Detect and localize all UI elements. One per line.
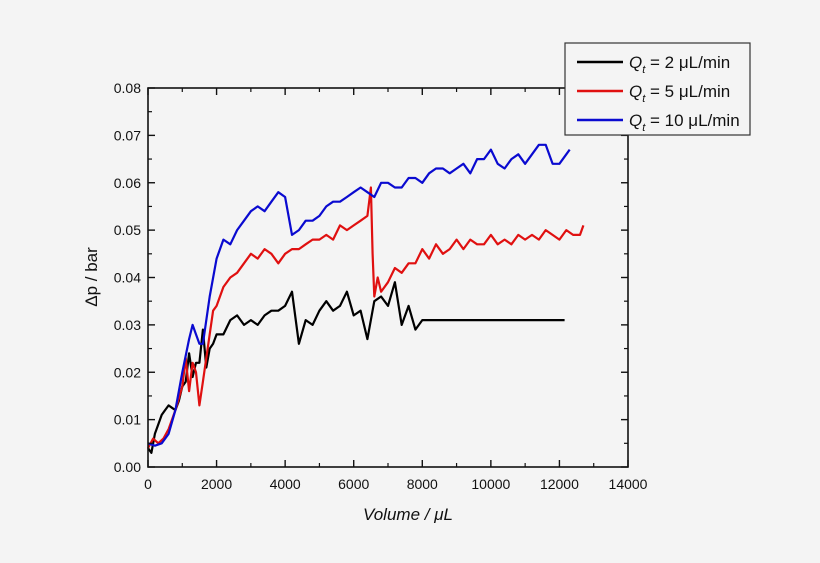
y-tick-label: 0.07: [114, 127, 141, 143]
y-tick-label: 0.05: [114, 222, 141, 238]
x-tick-label: 4000: [270, 476, 301, 492]
y-tick-label: 0.01: [114, 412, 141, 428]
y-tick-label: 0.06: [114, 175, 141, 191]
x-tick-label: 10000: [471, 476, 510, 492]
x-tick-label: 8000: [407, 476, 438, 492]
plot-area: [147, 143, 585, 454]
y-axis-title: Δp / bar: [82, 247, 101, 307]
x-tick-label: 2000: [201, 476, 232, 492]
series-line-1: [147, 281, 565, 454]
plot-frame: [147, 87, 629, 468]
y-tick-label: 0.08: [114, 80, 141, 96]
series-line-3: [147, 143, 571, 447]
y-tick-label: 0.03: [114, 317, 141, 333]
y-tick-label: 0.00: [114, 459, 141, 475]
y-tick-label: 0.04: [114, 270, 141, 286]
y-tick-label: 0.02: [114, 364, 141, 380]
x-tick-label: 0: [144, 476, 152, 492]
x-axis-title: Volume / μL: [363, 505, 453, 524]
legend: Qt = 2 μL/min Qt = 5 μL/min Qt = 10 μL/min: [564, 42, 751, 136]
x-tick-label: 14000: [609, 476, 648, 492]
series-line-2: [147, 186, 585, 449]
x-tick-label: 6000: [338, 476, 369, 492]
legend-entry-label: Qt = 10 μL/min: [629, 111, 740, 134]
legend-entry-label: Qt = 2 μL/min: [629, 53, 730, 76]
legend-entry-label: Qt = 5 μL/min: [629, 82, 730, 105]
axes: 0 2000 4000 6000 8000 10000 12000 14000 0.00 0.01…: [114, 80, 648, 492]
x-tick-label: 12000: [540, 476, 579, 492]
